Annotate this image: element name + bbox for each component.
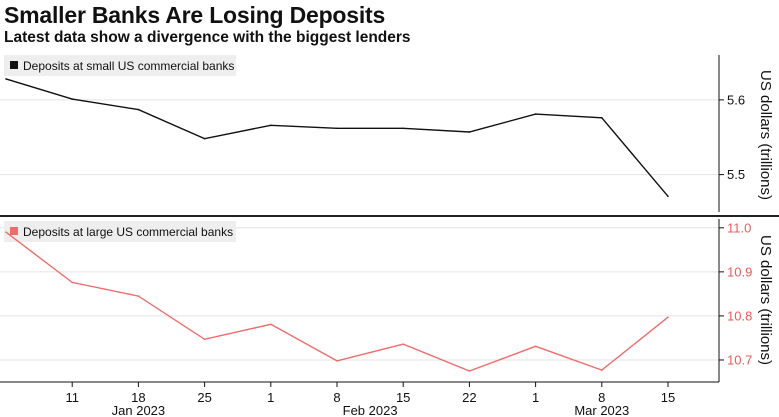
large-y-tick-label: 11.0 (727, 220, 751, 235)
small-banks-series-line (5, 78, 669, 197)
large-data-point (336, 360, 338, 362)
month-label: Mar 2023 (574, 403, 629, 417)
small-data-point (601, 117, 603, 119)
large-data-point (203, 338, 206, 341)
bottom-y-ticks: 10.7 10.8 10.9 11.0 (719, 220, 752, 367)
small-data-point (71, 98, 73, 100)
large-data-point (534, 345, 537, 348)
x-tick-label: 1 (267, 390, 274, 405)
small-banks-points (5, 78, 669, 198)
small-data-point (402, 127, 405, 130)
top-legend-swatch (10, 61, 18, 69)
top-y-axis-label: US dollars (trillions) (757, 70, 774, 200)
small-data-point (137, 108, 140, 111)
x-tick-label: 15 (661, 390, 675, 405)
large-data-point (601, 369, 603, 371)
x-tick-label: 11 (65, 390, 79, 405)
x-axis: 11 18 25 1 8 15 22 1 8 15 Jan 2023 Feb 2023 Mar 202… (0, 381, 719, 417)
bottom-legend-text: Deposits at large US commercial banks (23, 225, 233, 239)
large-y-tick-label: 10.7 (727, 352, 752, 367)
month-label: Jan 2023 (112, 403, 166, 417)
month-label: Feb 2023 (343, 403, 398, 417)
x-tick-labels: 11 18 25 1 8 15 22 1 8 15 (65, 390, 675, 405)
large-banks-points (5, 231, 669, 372)
x-tick-label: 8 (333, 390, 340, 405)
chart-title: Smaller Banks Are Losing Deposits (4, 2, 386, 28)
bottom-y-axis-label: US dollars (trillions) (757, 235, 774, 365)
chart-subtitle: Latest data show a divergence with the b… (4, 29, 411, 46)
small-data-point (534, 113, 537, 115)
bottom-gridlines (0, 227, 719, 361)
x-tick-label: 25 (197, 390, 211, 405)
large-data-point (5, 231, 7, 234)
top-y-ticks: 5.5 5.6 (719, 92, 745, 182)
large-y-tick-label: 10.9 (727, 264, 752, 279)
large-data-point (468, 370, 471, 372)
large-data-point (667, 316, 669, 319)
large-banks-series-line (5, 231, 669, 372)
large-data-point (137, 295, 140, 297)
large-y-tick-label: 10.8 (727, 308, 752, 323)
small-data-point (468, 131, 471, 133)
small-y-tick-label: 5.6 (727, 92, 745, 107)
large-data-point (71, 281, 73, 284)
x-tick-label: 8 (598, 390, 605, 405)
x-tick-label: 1 (532, 390, 539, 405)
x-tick-label: 15 (396, 390, 410, 405)
small-data-point (336, 127, 338, 130)
bottom-legend-box (4, 221, 236, 242)
x-tick-label: 22 (462, 390, 476, 405)
small-data-point (270, 124, 272, 127)
top-legend-box (4, 55, 236, 76)
small-y-tick-label: 5.5 (727, 167, 745, 182)
top-gridlines (0, 99, 719, 176)
bottom-legend-swatch (10, 227, 18, 235)
x-tick-label: 18 (131, 390, 145, 405)
large-data-point (270, 323, 272, 326)
x-ticks (71, 382, 669, 387)
top-panel: Deposits at small US commercial banks 5.… (0, 55, 774, 212)
small-data-point (203, 137, 206, 140)
small-data-point (5, 78, 7, 80)
bottom-panel: Deposits at large US commercial banks 10… (0, 219, 774, 382)
month-labels: Jan 2023 Feb 2023 Mar 2023 (112, 403, 630, 417)
top-legend-text: Deposits at small US commercial banks (23, 59, 234, 73)
large-data-point (402, 343, 405, 345)
small-data-point (667, 195, 669, 198)
